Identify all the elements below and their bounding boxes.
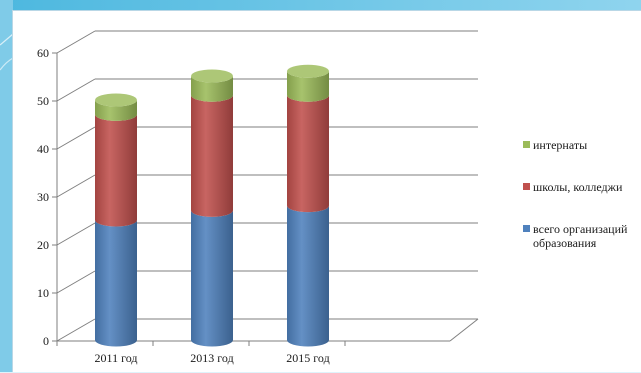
y-tick-label: 20 bbox=[37, 238, 49, 252]
y-tick-label: 40 bbox=[37, 142, 49, 156]
bar-cap bbox=[191, 69, 233, 83]
bar-segment bbox=[287, 95, 329, 213]
gridline-depth bbox=[56, 318, 96, 342]
y-tick-label: 50 bbox=[37, 94, 49, 108]
bar-cap bbox=[287, 64, 329, 78]
x-tick-label: 2013 год bbox=[190, 351, 233, 365]
gridline-depth bbox=[56, 174, 96, 198]
y-tick-label: 60 bbox=[37, 46, 49, 60]
y-tick-label: 10 bbox=[37, 286, 49, 300]
legend-swatch bbox=[523, 141, 530, 148]
bar-segment bbox=[191, 210, 233, 347]
x-tick-label: 2015 год bbox=[286, 351, 329, 365]
bar-segment bbox=[191, 95, 233, 217]
y-tick-label: 30 bbox=[37, 190, 49, 204]
legend-item-total: всего организаций образования bbox=[523, 222, 641, 250]
bar-cap bbox=[95, 93, 137, 107]
legend-swatch bbox=[523, 183, 530, 190]
bar-segment bbox=[287, 205, 329, 347]
bar-segment bbox=[95, 100, 137, 121]
bar-segment bbox=[287, 71, 329, 102]
chart-plot: 0 10 20 30 40 50 60 2011 год 2013 год 2015 год bbox=[37, 30, 479, 365]
legend-label: всего организаций образования bbox=[533, 222, 628, 250]
legend-item-schools: школы, колледжи bbox=[523, 180, 641, 194]
gridline-depth bbox=[56, 270, 96, 294]
chart-area: 0 10 20 30 40 50 60 2011 год 2013 год 2015 год ин… bbox=[12, 10, 641, 372]
bar-segment bbox=[95, 114, 137, 227]
legend-swatch bbox=[523, 225, 530, 232]
gridline-depth bbox=[56, 78, 96, 102]
x-tick-label: 2011 год bbox=[95, 351, 138, 365]
gridline-depth bbox=[56, 30, 96, 54]
legend-label: школы, колледжи bbox=[533, 180, 623, 194]
bar-segment bbox=[191, 76, 233, 102]
y-tick-label: 0 bbox=[43, 334, 49, 348]
legend-item-internats: интернаты bbox=[523, 138, 641, 152]
bar-segment bbox=[95, 220, 137, 347]
floor-edge bbox=[449, 318, 479, 342]
gridline-depth bbox=[56, 222, 96, 246]
gridline-depth bbox=[56, 126, 96, 150]
legend-label: интернаты bbox=[533, 138, 588, 152]
